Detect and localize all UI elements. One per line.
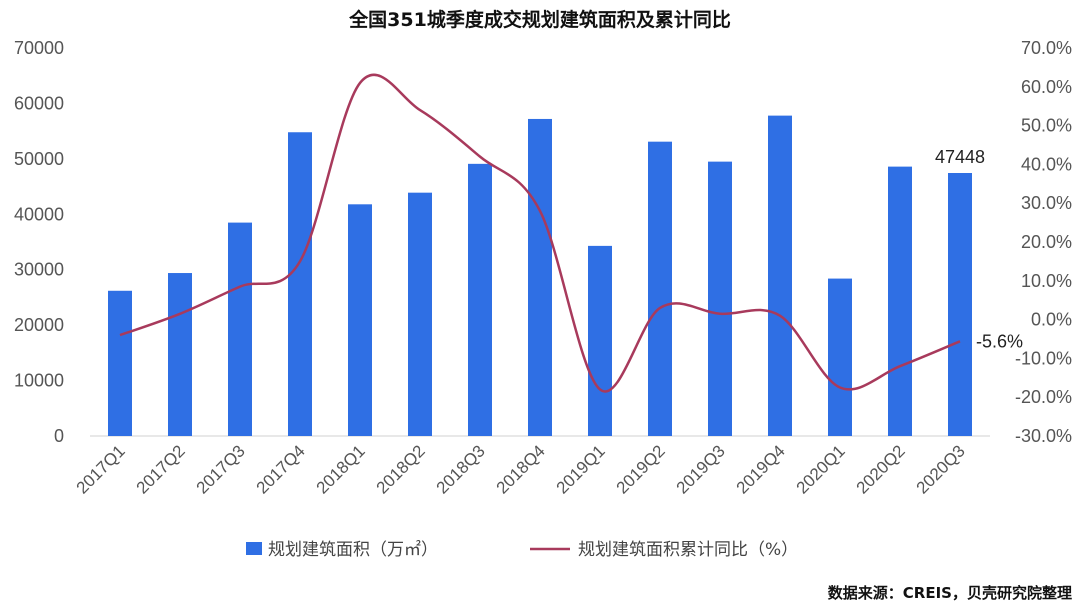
x-tick-label: 2018Q3 bbox=[433, 441, 489, 497]
left-y-tick: 30000 bbox=[14, 260, 64, 280]
left-y-tick: 10000 bbox=[14, 371, 64, 391]
right-y-tick: 40.0% bbox=[1021, 154, 1072, 174]
right-y-tick: 60.0% bbox=[1021, 77, 1072, 97]
x-tick-label: 2020Q3 bbox=[913, 441, 969, 497]
right-y-tick: -20.0% bbox=[1015, 387, 1072, 407]
bar bbox=[288, 132, 312, 436]
x-tick-label: 2017Q3 bbox=[193, 441, 249, 497]
data-labels: 47448 -5.6% bbox=[935, 147, 1023, 351]
bar bbox=[468, 163, 492, 437]
x-tick-label: 2019Q3 bbox=[673, 441, 729, 497]
right-y-tick: 30.0% bbox=[1021, 193, 1072, 213]
bar bbox=[828, 278, 852, 436]
right-y-tick: 0.0% bbox=[1031, 310, 1072, 330]
x-tick-label: 2017Q2 bbox=[133, 441, 189, 497]
left-y-axis: 70000 60000 50000 40000 30000 20000 10000 0 bbox=[14, 38, 64, 446]
x-tick-label: 2017Q1 bbox=[73, 441, 129, 497]
yoy-line bbox=[119, 73, 961, 393]
bar bbox=[888, 166, 912, 437]
bar bbox=[588, 245, 612, 436]
left-y-tick: 20000 bbox=[14, 315, 64, 335]
bar bbox=[228, 222, 252, 436]
x-tick-label: 2018Q2 bbox=[373, 441, 429, 497]
right-y-tick: 20.0% bbox=[1021, 232, 1072, 252]
left-y-tick: 60000 bbox=[14, 93, 64, 113]
bar bbox=[948, 173, 972, 437]
x-tick-label: 2019Q2 bbox=[613, 441, 669, 497]
bar bbox=[408, 192, 432, 436]
right-y-tick: 10.0% bbox=[1021, 271, 1072, 291]
x-tick-label: 2019Q1 bbox=[553, 441, 609, 497]
x-tick-label: 2018Q1 bbox=[313, 441, 369, 497]
left-y-tick: 50000 bbox=[14, 149, 64, 169]
right-y-tick: -10.0% bbox=[1015, 348, 1072, 368]
left-y-tick: 40000 bbox=[14, 204, 64, 224]
bar bbox=[708, 161, 732, 436]
line-value-label: -5.6% bbox=[976, 331, 1023, 351]
bar bbox=[648, 141, 672, 436]
x-tick-label: 2020Q2 bbox=[853, 441, 909, 497]
bar bbox=[168, 273, 192, 436]
legend-line-label: 规划建筑面积累计同比（%） bbox=[578, 540, 798, 560]
right-y-axis: 70.0% 60.0% 50.0% 40.0% 30.0% 20.0% 10.0% 0.0% -… bbox=[1015, 38, 1072, 446]
x-tick-label: 2017Q4 bbox=[253, 441, 309, 497]
source-note: 数据来源：CREIS，贝壳研究院整理 bbox=[828, 584, 1072, 602]
x-tick-label: 2018Q4 bbox=[493, 441, 549, 497]
legend-bar-label: 规划建筑面积（万㎡） bbox=[268, 540, 438, 560]
legend-bar-swatch bbox=[246, 542, 262, 555]
left-y-tick: 70000 bbox=[14, 38, 64, 58]
bar-series bbox=[108, 115, 972, 437]
x-tick-label: 2020Q1 bbox=[793, 441, 849, 497]
chart-title: 全国351城季度成交规划建筑面积及累计同比 bbox=[348, 8, 731, 31]
legend: 规划建筑面积（万㎡） 规划建筑面积累计同比（%） bbox=[246, 540, 798, 560]
bar-value-label: 47448 bbox=[935, 147, 985, 167]
bar bbox=[108, 290, 132, 436]
left-y-tick: 0 bbox=[54, 426, 64, 446]
x-axis-ticks: 2017Q1 2017Q2 2017Q3 2017Q4 2018Q1 2018Q2 2018… bbox=[73, 441, 969, 497]
right-y-tick: -30.0% bbox=[1015, 426, 1072, 446]
x-tick-label: 2019Q4 bbox=[733, 441, 789, 497]
bar bbox=[348, 204, 372, 436]
bar bbox=[528, 118, 552, 436]
right-y-tick: 50.0% bbox=[1021, 116, 1072, 136]
bar bbox=[768, 115, 792, 436]
right-y-tick: 70.0% bbox=[1021, 38, 1072, 58]
